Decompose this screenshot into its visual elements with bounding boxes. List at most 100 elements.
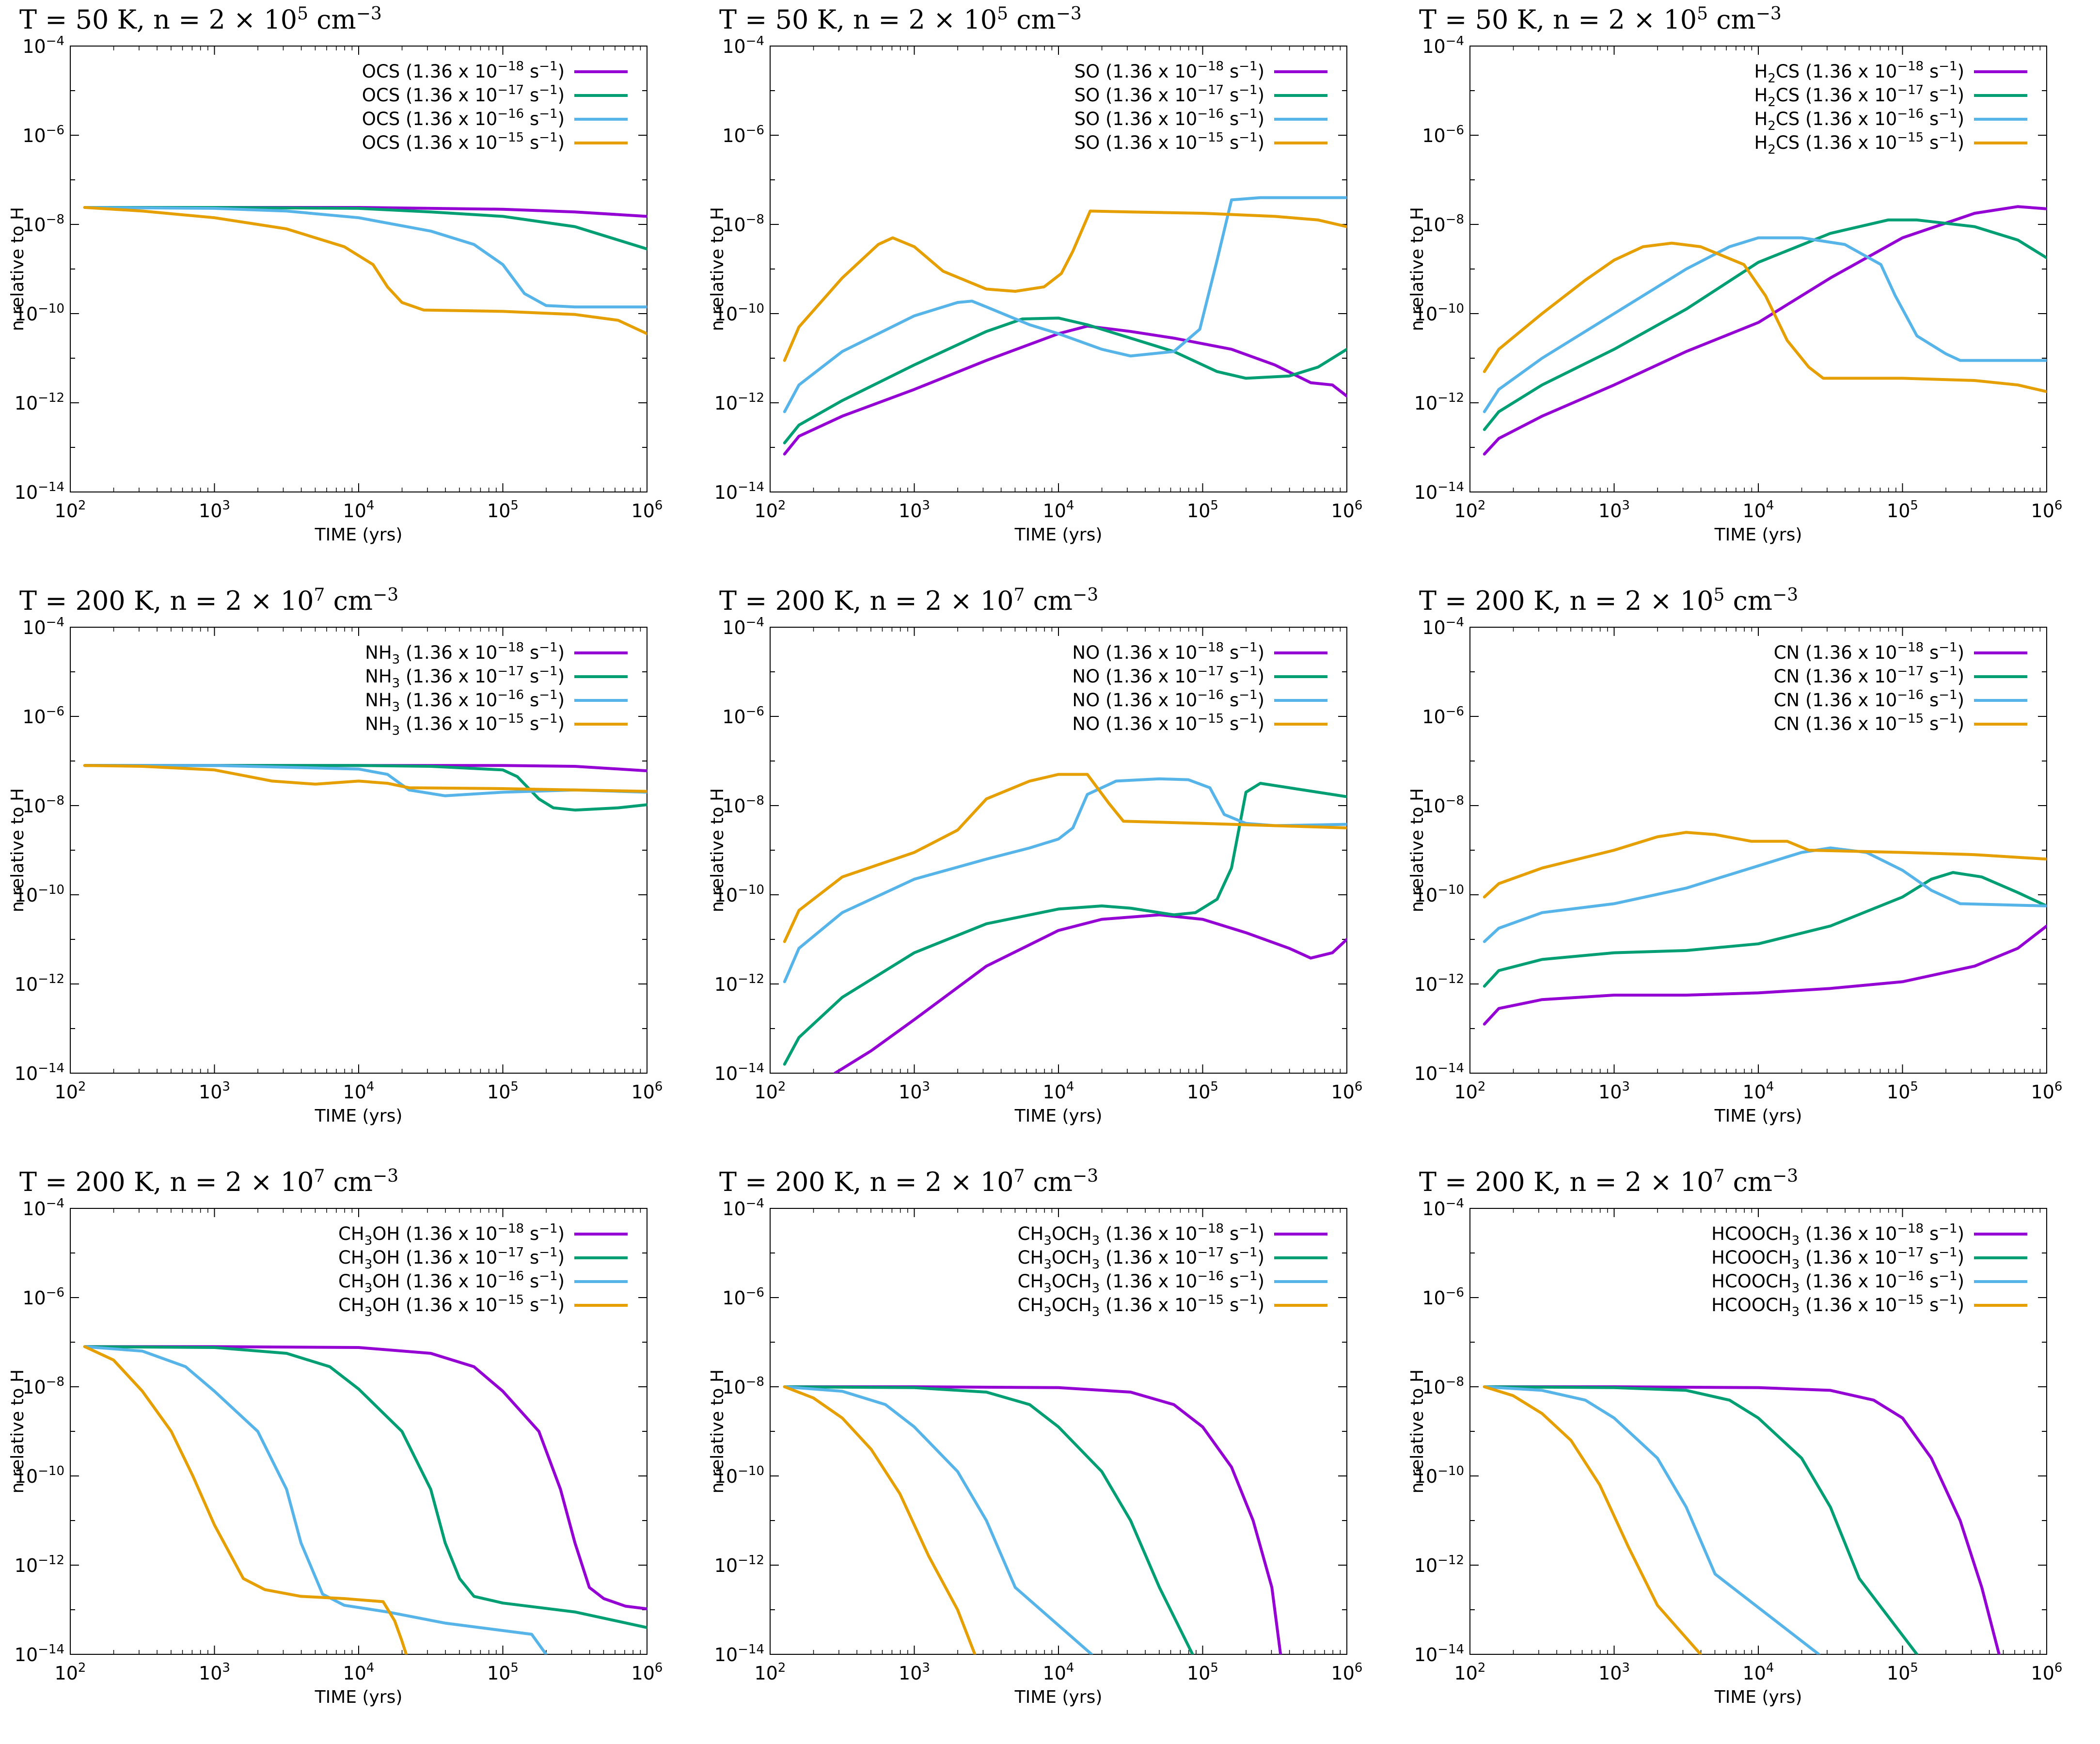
y-tick-label: 10−8	[22, 793, 64, 817]
legend-label-1: H2CS (1.36 x 10−18 s−1)	[1754, 59, 1964, 86]
chart-title: T = 200 K, n = 2 × 107 cm−3	[719, 585, 1099, 616]
y-tick-label: 10−12	[15, 972, 64, 995]
y-tick-label: 10−14	[1414, 480, 1464, 503]
x-tick-label: 103	[899, 498, 930, 522]
legend-label-4: NO (1.36 x 10−15 s−1)	[1072, 712, 1264, 734]
series-line-4	[83, 1345, 408, 1654]
series-line-4	[783, 209, 1347, 362]
legend-label-4: HCOOCH3 (1.36 x 10−15 s−1)	[1711, 1293, 1964, 1319]
x-tick-label: 105	[1887, 498, 1918, 522]
series-line-3	[83, 1345, 548, 1654]
x-axis-label: TIME (yrs)	[315, 1106, 403, 1126]
y-tick-label: 10−4	[722, 34, 764, 57]
series-line-2	[1483, 871, 2047, 988]
series-line-3	[1483, 846, 2047, 943]
y-tick-label: 10−4	[22, 34, 64, 57]
x-axis-label: TIME (yrs)	[1714, 1106, 1802, 1126]
x-tick-label: 103	[199, 498, 230, 522]
chart-svg: 102 103 104 105 106 10−4 10−6 10−8 10−10 10−12 10−…	[708, 34, 1362, 545]
series-line-1	[783, 324, 1347, 456]
x-tick-label: 102	[55, 498, 86, 522]
x-tick-label: 102	[55, 1079, 86, 1103]
legend-label-1: NO (1.36 x 10−18 s−1)	[1072, 640, 1264, 663]
series-line-2	[783, 1385, 1194, 1654]
x-tick-label: 102	[1454, 1079, 1486, 1103]
y-axis-label: n relative to H	[1407, 207, 1427, 331]
series-line-4	[83, 764, 647, 793]
y-tick-label: 10−10	[714, 301, 764, 325]
legend-label-3: CH3OH (1.36 x 10−16 s−1)	[338, 1269, 565, 1296]
chart-title: T = 200 K, n = 2 × 107 cm−3	[19, 1166, 399, 1197]
legend-label-3: CN (1.36 x 10−16 s−1)	[1774, 688, 1964, 711]
x-axis-label: TIME (yrs)	[1714, 1687, 1802, 1707]
series-line-4	[83, 206, 647, 335]
y-axis-label: n relative to H	[708, 1369, 727, 1493]
legend-label-3: NO (1.36 x 10−16 s−1)	[1072, 688, 1264, 711]
legend-label-1: HCOOCH3 (1.36 x 10−18 s−1)	[1711, 1221, 1964, 1248]
series-line-4	[1483, 241, 2047, 393]
chart-svg: 102 103 104 105 106 10−4 10−6 10−8 10−10 10−12 10−…	[8, 34, 663, 545]
series-line-2	[83, 1345, 647, 1629]
y-tick-label: 10−12	[15, 391, 64, 414]
x-tick-label: 102	[755, 1661, 786, 1684]
chart-svg: 102 103 104 105 106 10−4 10−6 10−8 10−10 10−12 10−…	[708, 1196, 1363, 1707]
chart-title: T = 200 K, n = 2 × 105 cm−3	[1419, 585, 1799, 616]
x-tick-label: 102	[755, 498, 786, 522]
legend-label-2: CH3OCH3 (1.36 x 10−17 s−1)	[1018, 1245, 1264, 1272]
y-axis-label: n relative to H	[8, 207, 28, 331]
x-tick-label: 106	[2031, 498, 2063, 522]
x-tick-label: 106	[2031, 1661, 2063, 1684]
series-line-3	[1483, 1385, 1820, 1654]
y-tick-label: 10−12	[1414, 391, 1464, 414]
y-tick-label: 10−10	[1414, 301, 1464, 325]
x-tick-label: 103	[1598, 498, 1630, 522]
y-tick-label: 10−8	[1422, 1375, 1464, 1398]
legend-label-2: OCS (1.36 x 10−17 s−1)	[362, 83, 565, 106]
y-tick-label: 10−6	[722, 704, 764, 728]
y-tick-label: 10−10	[15, 301, 64, 325]
legend-label-4: H2CS (1.36 x 10−15 s−1)	[1754, 130, 1964, 157]
x-tick-label: 106	[632, 1661, 663, 1684]
series-line-1	[83, 1345, 647, 1611]
y-tick-label: 10−6	[1422, 123, 1464, 146]
x-tick-label: 106	[1331, 1661, 1363, 1684]
chart-panel-1: T = 50 K, n = 2 × 105 cm−3 102 103 104 105 10…	[0, 0, 700, 581]
y-tick-label: 10−4	[1422, 1196, 1464, 1220]
legend-label-2: H2CS (1.36 x 10−17 s−1)	[1754, 83, 1964, 110]
chart-title: T = 200 K, n = 2 × 107 cm−3	[19, 585, 399, 616]
legend-label-1: CN (1.36 x 10−18 s−1)	[1774, 640, 1964, 663]
legend-label-2: CN (1.36 x 10−17 s−1)	[1774, 664, 1964, 687]
y-tick-label: 10−6	[22, 704, 64, 728]
y-tick-label: 10−10	[1414, 883, 1464, 906]
chart-svg: 102 103 104 105 106 10−4 10−6 10−8 10−10 10−12 10−…	[1407, 615, 2063, 1126]
x-axis-label: TIME (yrs)	[1014, 1106, 1103, 1126]
x-tick-label: 103	[199, 1079, 230, 1103]
y-tick-label: 10−14	[1414, 1642, 1464, 1665]
chart-title: T = 50 K, n = 2 × 105 cm−3	[1419, 4, 1782, 35]
series-line-1	[1483, 205, 2047, 456]
y-tick-label: 10−8	[1422, 212, 1464, 236]
legend-label-2: HCOOCH3 (1.36 x 10−17 s−1)	[1711, 1245, 1964, 1272]
chart-svg: 102 103 104 105 106 10−4 10−6 10−8 10−10 10−12 10−…	[1407, 34, 2063, 545]
series-line-2	[783, 317, 1347, 444]
y-tick-label: 10−6	[22, 1285, 64, 1309]
series-line-3	[783, 777, 1347, 983]
legend-label-1: NH3 (1.36 x 10−18 s−1)	[365, 640, 565, 667]
legend-label-2: NO (1.36 x 10−17 s−1)	[1072, 664, 1264, 687]
y-tick-label: 10−10	[714, 1464, 764, 1487]
y-tick-label: 10−6	[1422, 1285, 1464, 1309]
series-line-2	[83, 764, 647, 812]
x-tick-label: 104	[1043, 498, 1074, 522]
y-tick-label: 10−14	[714, 480, 764, 503]
y-axis-label: n relative to H	[1407, 1369, 1427, 1493]
legend-label-3: NH3 (1.36 x 10−16 s−1)	[365, 688, 565, 714]
x-tick-label: 104	[1043, 1661, 1074, 1684]
x-tick-label: 105	[487, 498, 519, 522]
y-tick-label: 10−12	[714, 391, 764, 414]
x-axis-label: TIME (yrs)	[315, 1687, 403, 1707]
x-tick-label: 102	[755, 1079, 786, 1103]
x-tick-label: 106	[2031, 1079, 2063, 1103]
chart-title: T = 50 K, n = 2 × 105 cm−3	[19, 4, 382, 35]
chart-panel-5: T = 200 K, n = 2 × 107 cm−3 102 103 104 105 1…	[700, 581, 1400, 1162]
